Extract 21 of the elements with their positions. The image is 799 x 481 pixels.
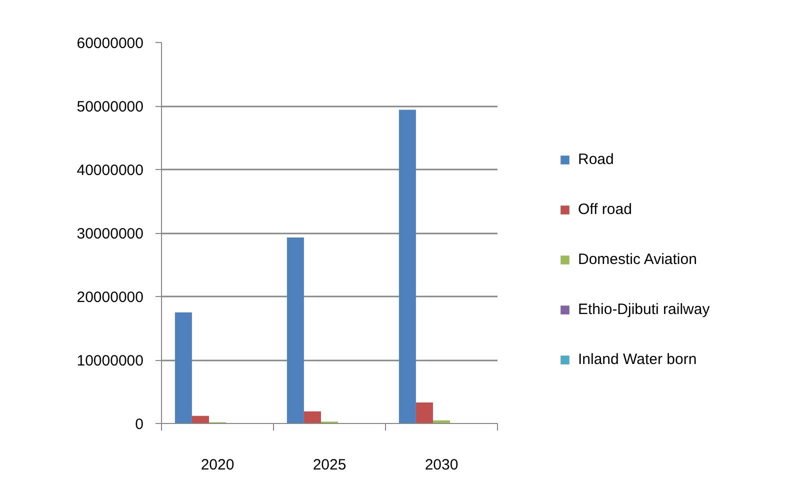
y-tick-label: 50000000 <box>76 98 144 116</box>
y-tick-label: 60000000 <box>76 35 144 52</box>
bar <box>304 411 321 424</box>
y-tick-label: 30000000 <box>76 226 144 242</box>
x-tick-label: 2025 <box>312 456 346 474</box>
y-tick-label: 10000000 <box>76 352 144 370</box>
x-tick-label: 2020 <box>200 456 234 474</box>
y-tick-label: 0 <box>135 416 144 433</box>
y-tick-label: 40000000 <box>76 162 144 179</box>
legend-label: Inland Water born <box>578 351 697 368</box>
bar <box>286 237 304 424</box>
x-tick-label: 2030 <box>424 456 458 474</box>
legend-label: Domestic Aviation <box>578 251 697 268</box>
legend-label: Ethio-Djibuti railway <box>578 301 710 318</box>
legend-label: Off road <box>578 201 632 218</box>
bar <box>398 110 416 424</box>
y-tick-label: 20000000 <box>76 289 144 306</box>
legend-label: Road <box>578 151 614 168</box>
bar <box>192 416 209 424</box>
bar <box>416 402 433 424</box>
bar <box>174 312 192 424</box>
